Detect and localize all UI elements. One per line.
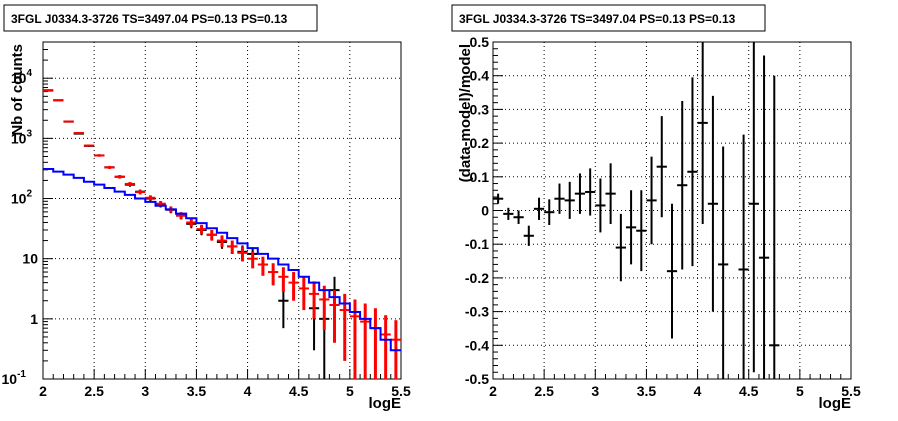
x-tick-label: 3	[591, 383, 599, 399]
x-tick-label: 5	[346, 383, 354, 399]
y-tick-label: 10-1	[2, 369, 27, 387]
y-tick-label: 10	[22, 251, 38, 267]
x-tick-label: 5.5	[841, 383, 861, 399]
x-tick-label: 5.5	[391, 383, 411, 399]
left-marks	[43, 89, 401, 379]
model-source-step-line	[43, 167, 401, 352]
x-tick-label: 2	[39, 383, 47, 399]
y-tick-label: 0.2	[470, 135, 490, 151]
x-tick-label: 3	[141, 383, 149, 399]
left-ticks: 2 2.5 3 3.5 4 4.5 5 5.5 10-1 1 10 102 103 104	[2, 49, 411, 399]
x-tick-label: 2.5	[534, 383, 554, 399]
right-ylabel: (data-model)/model	[457, 44, 474, 182]
y-tick-label: 104	[11, 68, 33, 86]
left-plot-frame	[42, 41, 402, 380]
x-tick-label: 4	[694, 383, 702, 399]
left-ylabel: Nb of counts	[9, 44, 26, 136]
y-tick-label: -0.3	[465, 304, 489, 320]
y-tick-label: 103	[11, 128, 33, 146]
left-title-box: 3FGL J0334.3-3726 TS=3497.04 PS=0.13 PS=…	[3, 4, 318, 32]
y-tick-label: 102	[11, 189, 33, 207]
x-tick-label: 4.5	[739, 383, 759, 399]
y-tick-label: 0.5	[470, 34, 490, 50]
x-tick-label: 2	[489, 383, 497, 399]
y-tick-label: 0.1	[470, 169, 490, 185]
right-grid	[493, 42, 851, 379]
y-tick-label: -0.5	[465, 371, 489, 387]
left-title: 3FGL J0334.3-3726 TS=3497.04 PS=0.13 PS=…	[11, 12, 288, 26]
x-tick-label: 4.5	[289, 383, 309, 399]
y-tick-label: -0.1	[465, 236, 489, 252]
left-xlabel: logE	[369, 395, 402, 412]
x-tick-label: 4	[244, 383, 252, 399]
right-xlabel: logE	[819, 395, 852, 412]
right-ticks: 2 2.5 3 3.5 4 4.5 5 5.5 -0.5 -0.4 -0.3 -0.2 -0.1 0 0.1…	[465, 34, 861, 399]
right-title: 3FGL J0334.3-3726 TS=3497.04 PS=0.13 PS=…	[459, 12, 736, 26]
y-tick-label: -0.4	[465, 337, 489, 353]
y-tick-label: 1	[30, 311, 38, 327]
x-tick-label: 5	[796, 383, 804, 399]
y-tick-label: 0.3	[470, 101, 490, 117]
y-tick-label: -0.2	[465, 270, 489, 286]
x-tick-label: 3.5	[637, 383, 657, 399]
y-tick-label: 0	[481, 203, 489, 219]
y-tick-label: 0.4	[470, 68, 490, 84]
x-tick-label: 3.5	[187, 383, 207, 399]
right-panel: 2 2.5 3 3.5 4 4.5 5 5.5 -0.5 -0.4 -0.3 -0.2 -0.1 0 0.1…	[451, 4, 861, 412]
left-panel: 2 2.5 3 3.5 4 4.5 5 5.5 10-1 1 10 102 103 104 3FGL J0…	[2, 4, 411, 412]
x-tick-label: 2.5	[84, 383, 104, 399]
right-marks	[493, 42, 780, 379]
right-title-box: 3FGL J0334.3-3726 TS=3497.04 PS=0.13 PS=…	[451, 4, 766, 32]
left-grid	[43, 42, 401, 379]
